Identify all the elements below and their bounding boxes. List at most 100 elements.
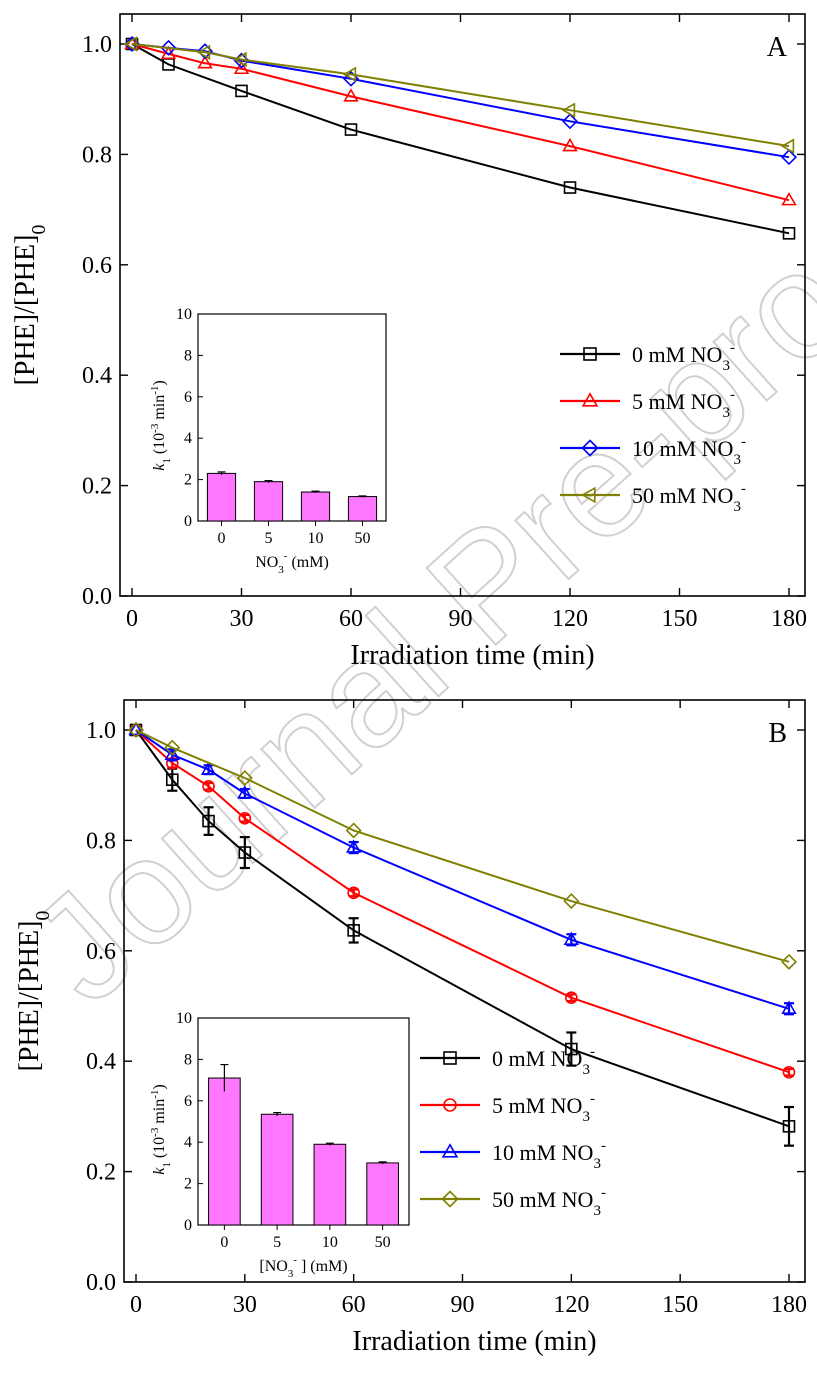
data-point [196,44,211,60]
y-axis-title-sub: 0 [32,911,54,921]
inset-x-tick-label: 10 [322,1234,338,1251]
series-0 [125,37,796,240]
data-point [165,773,179,786]
y-tick-label: 0.6 [82,253,112,279]
legend-label-main: 10 mM NO [632,436,733,461]
inset-x-tick-label: 50 [375,1234,391,1251]
inset-y-title-k-sub: 1 [161,1162,173,1168]
data-point [781,192,797,206]
inset-x-tick-label: 0 [220,1234,228,1251]
legend-marker [443,1051,457,1065]
legend-marker [581,486,596,504]
series-0 [129,723,796,1147]
legend-label-sup: - [590,1044,595,1060]
series-3 [123,36,795,154]
legend: 0 mM NO3-5 mM NO3-10 mM NO3-50 mM NO3- [560,340,746,515]
data-point [160,45,177,60]
data-point [782,1120,796,1133]
plot-frame [123,699,806,1283]
data-point [342,66,357,83]
data-point [561,102,576,118]
watermark-text: Journal Pre-proof [0,133,817,1034]
inset-x-tick-label: 10 [308,530,324,547]
legend-marker [581,439,599,457]
legend-label-sub: 3 [733,452,741,468]
inset-x-title-main: NO [255,554,278,571]
x-tick-label: 90 [451,1292,475,1318]
inset-y-title-unit2: min [151,1099,168,1128]
inset-y-title-unit-sup: -3 [149,423,161,433]
inset-y-title-unit: (10 [151,1137,168,1162]
panels-group: 0 30 60 90 120 150 1800.00.20.40.60.81.0Irradi… [10,13,807,1357]
inset-y-tick-label: 4 [184,430,192,447]
data-point [235,84,248,98]
chart-panel-a: 0 30 60 90 120 150 1800.00.20.40.60.81.0Irradi… [10,13,807,671]
inset-y-tick-label: 8 [184,1051,192,1068]
legend: 0 mM NO3- 5 mM NO3- 10 mM NO3- 50 mM NO3- [420,1044,606,1219]
legend-label-sup: - [741,434,746,450]
data-point [127,721,145,739]
inset-y-title-unit2-sup: -1 [149,386,161,395]
legend-label: 50 mM NO3- [492,1185,606,1219]
data-point [780,149,798,166]
inset-bar [253,481,284,522]
series-1 [124,35,797,206]
data-point [563,893,580,910]
x-tick-label: 120 [552,606,588,632]
panel-label: B [768,718,787,749]
x-tick-label: 30 [230,606,254,632]
legend-label-main: 50 mM NO [492,1187,593,1212]
inset-x-title-sub: 3 [288,1268,294,1280]
data-point [565,1042,578,1056]
inset-y-tick-label: 6 [184,1093,192,1110]
legend-label-main: 10 mM NO [492,1140,593,1165]
legend-marker [581,392,599,407]
legend-label-sub: 3 [722,405,730,421]
data-point [233,60,250,75]
inset-x-title-sub: 3 [278,564,284,576]
inset-bar [313,1143,347,1226]
series-1 [129,723,796,1079]
x-tick-label: 0 [126,606,138,632]
inset-y-title-unit2-sup: -1 [149,1090,161,1099]
data-point [238,846,252,859]
legend-label-sup: - [601,1138,606,1154]
x-tick-label: 150 [662,1292,698,1318]
inset-x-tick-label: 0 [218,530,226,547]
x-tick-label: 60 [342,1292,366,1318]
legend-label: 10 mM NO3- [492,1138,606,1172]
y-axis-title-main: [PHE]/[PHE] [14,921,45,1072]
data-point [200,761,217,775]
y-tick-label: 0.8 [86,828,116,854]
chart-panel-b: 0 30 60 90 120 150 1800.00.20.40.60.81.0Irradi… [14,699,807,1357]
panel-label: A [767,32,788,63]
data-point [238,812,252,825]
data-point [563,931,580,945]
x-tick-label: 120 [553,1292,589,1318]
data-point [347,924,360,937]
data-point [562,137,578,152]
inset-x-title-post: (mM) [287,554,328,571]
data-point [164,739,181,756]
legend-label: 5 mM NO3- [492,1091,595,1125]
inset-bar [208,1077,241,1226]
inset-x-title-sup: - [284,550,288,562]
x-tick-label: 90 [449,606,473,632]
data-point [565,991,578,1005]
inset-y-title-close: ) [151,380,168,385]
y-tick-label: 0.4 [82,363,112,389]
y-tick-label: 0.0 [86,1270,116,1296]
data-point [128,721,144,736]
legend-label: 10 mM NO3- [632,434,746,468]
inset-x-title-sup: - [293,1254,297,1266]
inset-y-tick-label: 0 [184,1217,192,1234]
inset-y-title-unit: (10 [151,433,168,458]
data-point [344,123,358,136]
legend-label: 0 mM NO3- [492,1044,595,1078]
y-tick-label: 0.2 [86,1160,116,1186]
series-line [131,43,790,148]
inset-y-axis-title: k1 (10-3 min-1) [149,1084,173,1175]
data-point [345,839,362,853]
